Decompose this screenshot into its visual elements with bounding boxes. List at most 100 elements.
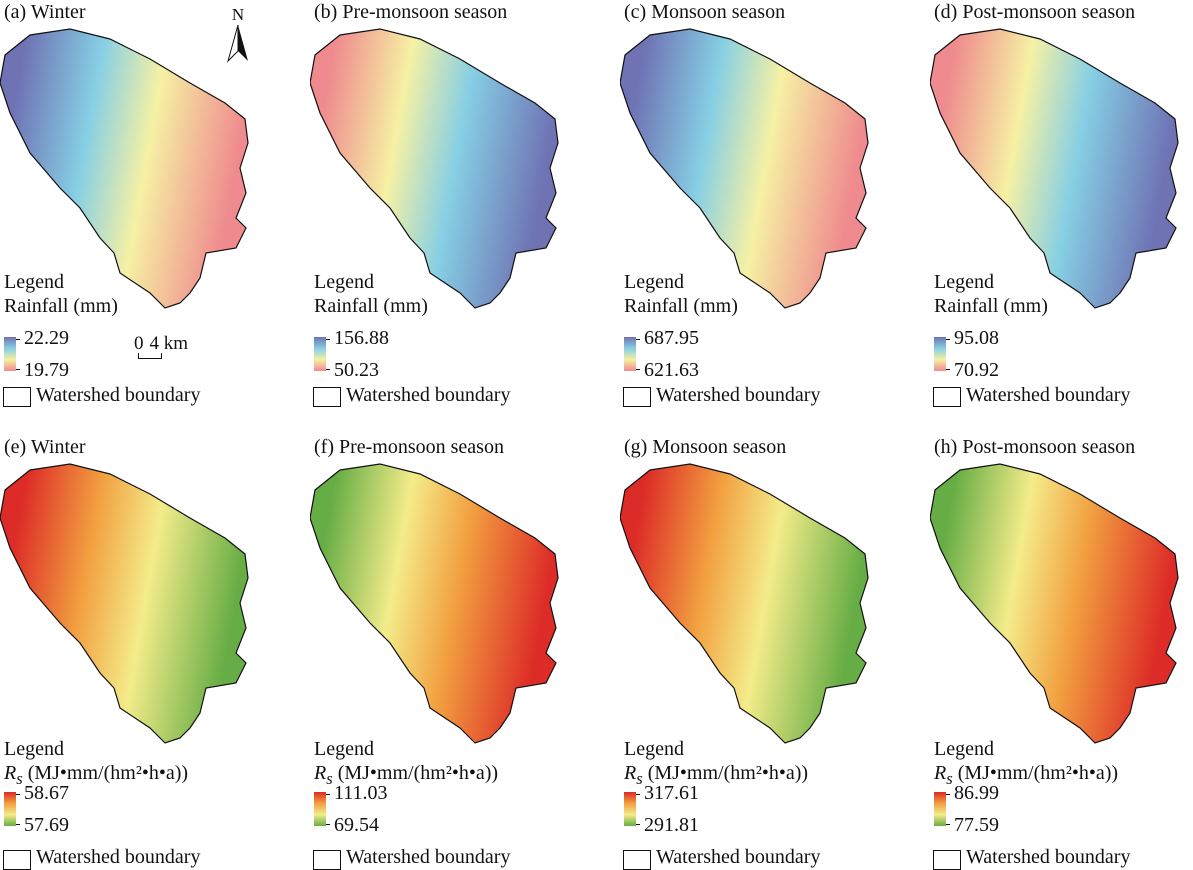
unit-label: Rainfall (mm) xyxy=(934,295,1048,317)
legend-title: Legend xyxy=(934,271,994,293)
watershed-boundary xyxy=(930,28,1179,309)
north-arrow: N xyxy=(226,5,250,70)
map-panel: (f) Pre-monsoon season Legend Rs (MJ•mm/… xyxy=(310,436,608,870)
watershed-swatch xyxy=(313,850,341,870)
color-ramp xyxy=(314,337,326,371)
unit-symbol: Rs xyxy=(934,762,953,788)
color-ramp xyxy=(624,337,636,371)
watershed-swatch xyxy=(933,850,961,870)
legend-max: 111.03 xyxy=(334,782,388,804)
tick xyxy=(946,339,950,340)
watershed-map xyxy=(310,463,559,744)
watershed-map xyxy=(930,463,1179,744)
legend-max: 687.95 xyxy=(644,327,699,349)
map-panel: (a) Winter Legend Rainfall (mm) 22.29 19… xyxy=(0,1,298,438)
tick xyxy=(946,824,950,825)
watershed-boundary xyxy=(310,28,559,309)
tick xyxy=(636,369,640,370)
watershed-swatch xyxy=(933,387,961,407)
legend-max: 58.67 xyxy=(24,782,69,804)
legend-unit: Rainfall (mm) xyxy=(314,295,428,318)
legend-min: 19.79 xyxy=(24,359,69,381)
watershed-boundary xyxy=(930,463,1179,744)
panel-title: (h) Post-monsoon season xyxy=(934,436,1136,458)
legend-title: Legend xyxy=(314,271,374,293)
legend-unit: Rs (MJ•mm/(hm²•h•a)) xyxy=(4,762,188,789)
map-panel: (h) Post-monsoon season Legend Rs (MJ•mm… xyxy=(930,436,1193,870)
color-ramp xyxy=(314,792,326,826)
watershed-label: Watershed boundary xyxy=(656,384,821,406)
panel-title: (d) Post-monsoon season xyxy=(934,1,1136,23)
legend-min: 291.81 xyxy=(644,814,699,836)
watershed-swatch xyxy=(3,850,31,870)
legend-unit: Rainfall (mm) xyxy=(4,295,118,318)
tick xyxy=(16,339,20,340)
watershed-map xyxy=(0,463,249,744)
watershed-boundary xyxy=(620,28,869,309)
legend-unit: Rs (MJ•mm/(hm²•h•a)) xyxy=(314,762,498,789)
unit-label: Rainfall (mm) xyxy=(314,295,428,317)
unit-symbol: Rs xyxy=(314,762,333,788)
legend-min: 77.59 xyxy=(954,814,999,836)
north-arrow-icon xyxy=(227,24,248,63)
tick xyxy=(326,339,330,340)
watershed-label: Watershed boundary xyxy=(656,846,821,868)
watershed-label: Watershed boundary xyxy=(346,846,511,868)
legend-title: Legend xyxy=(624,271,684,293)
legend-min: 621.63 xyxy=(644,359,699,381)
panel-title: (f) Pre-monsoon season xyxy=(314,436,504,458)
legend-unit: Rs (MJ•mm/(hm²•h•a)) xyxy=(624,762,808,789)
legend-title: Legend xyxy=(4,738,64,760)
unit-label: (MJ•mm/(hm²•h•a)) xyxy=(332,762,499,784)
unit-symbol: Rs xyxy=(624,762,643,788)
tick xyxy=(326,824,330,825)
map-panel: (e) Winter Legend Rs (MJ•mm/(hm²•h•a)) 5… xyxy=(0,436,298,870)
tick xyxy=(636,339,640,340)
legend-max: 156.88 xyxy=(334,327,389,349)
watershed-swatch xyxy=(623,850,651,870)
panel-title: (e) Winter xyxy=(4,436,86,458)
legend-min: 50.23 xyxy=(334,359,379,381)
unit-label: (MJ•mm/(hm²•h•a)) xyxy=(22,762,189,784)
tick xyxy=(16,824,20,825)
legend-title: Legend xyxy=(934,738,994,760)
color-ramp xyxy=(934,792,946,826)
watershed-swatch xyxy=(623,387,651,407)
tick xyxy=(326,794,330,795)
legend-min: 70.92 xyxy=(954,359,999,381)
map-panel: (g) Monsoon season Legend Rs (MJ•mm/(hm²… xyxy=(620,436,918,870)
legend-max: 86.99 xyxy=(954,782,999,804)
unit-label: Rainfall (mm) xyxy=(624,295,738,317)
legend-unit: Rainfall (mm) xyxy=(934,295,1048,318)
tick xyxy=(16,794,20,795)
color-ramp xyxy=(4,792,16,826)
watershed-label: Watershed boundary xyxy=(966,384,1131,406)
watershed-map xyxy=(620,28,869,309)
color-ramp xyxy=(4,337,16,371)
tick xyxy=(946,369,950,370)
tick xyxy=(16,369,20,370)
watershed-label: Watershed boundary xyxy=(966,846,1131,868)
scale-distance: 4 km xyxy=(149,333,189,354)
legend-unit: Rainfall (mm) xyxy=(624,295,738,318)
unit-label: (MJ•mm/(hm²•h•a)) xyxy=(952,762,1119,784)
watershed-boundary xyxy=(0,463,249,744)
legend-unit: Rs (MJ•mm/(hm²•h•a)) xyxy=(934,762,1118,789)
legend-max: 95.08 xyxy=(954,327,999,349)
watershed-map xyxy=(620,463,869,744)
legend-min: 69.54 xyxy=(334,814,379,836)
legend-title: Legend xyxy=(624,738,684,760)
unit-label: Rainfall (mm) xyxy=(4,295,118,317)
legend-min: 57.69 xyxy=(24,814,69,836)
panel-title: (b) Pre-monsoon season xyxy=(314,1,508,23)
watershed-boundary xyxy=(620,463,869,744)
watershed-boundary xyxy=(0,28,249,309)
panel-title: (g) Monsoon season xyxy=(624,436,787,458)
watershed-map xyxy=(310,28,559,309)
watershed-label: Watershed boundary xyxy=(346,384,511,406)
legend-max: 317.61 xyxy=(644,782,699,804)
legend-max: 22.29 xyxy=(24,327,69,349)
legend-title: Legend xyxy=(4,271,64,293)
